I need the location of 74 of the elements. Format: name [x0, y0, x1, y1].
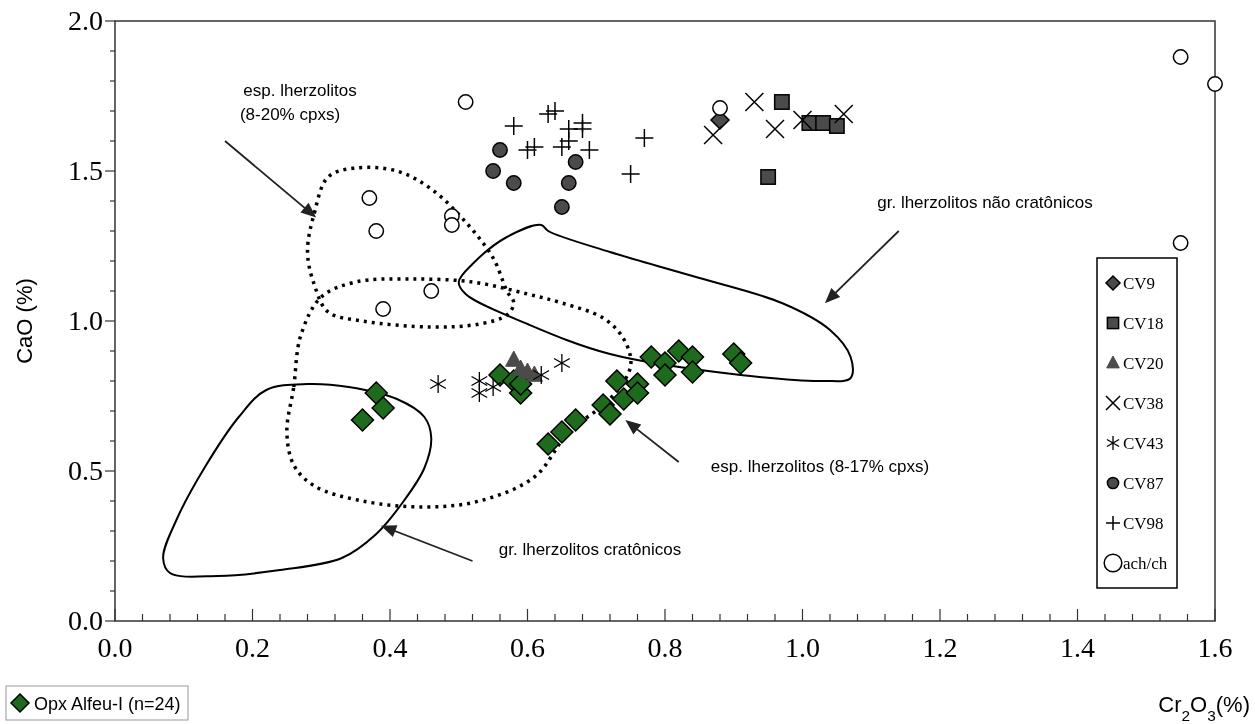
legend-label: Opx Alfeu-I (n=24) — [34, 694, 181, 714]
point — [579, 140, 600, 160]
y-tick-label: 1.5 — [68, 155, 103, 186]
point — [703, 125, 723, 145]
point — [524, 137, 545, 157]
point — [828, 118, 845, 134]
point — [634, 128, 655, 148]
point — [1207, 76, 1223, 92]
point — [834, 104, 854, 124]
point — [653, 363, 677, 387]
y-tick-label: 1.0 — [68, 305, 103, 336]
point — [728, 351, 753, 375]
x-tick-label: 1.0 — [785, 632, 820, 663]
point — [371, 396, 395, 420]
point — [605, 369, 629, 393]
point — [423, 283, 440, 299]
point — [484, 377, 502, 397]
point — [815, 115, 832, 131]
legend-label: CV87 — [1123, 474, 1165, 493]
point — [457, 94, 474, 110]
point — [773, 94, 790, 110]
point — [563, 408, 588, 432]
y-tick-label: 0.5 — [68, 455, 103, 486]
point — [485, 163, 502, 179]
point — [765, 119, 785, 139]
point — [492, 142, 508, 158]
point — [560, 175, 577, 191]
point — [712, 100, 728, 116]
x-tick-label: 1.6 — [1197, 632, 1233, 663]
legend-label: CV38 — [1123, 394, 1164, 413]
point — [550, 420, 574, 444]
x-tick-label: 1.4 — [1060, 632, 1095, 663]
point — [598, 402, 622, 426]
point — [350, 408, 375, 432]
legend-label: CV9 — [1123, 274, 1156, 293]
point — [429, 374, 447, 394]
legend-label: CV43 — [1123, 434, 1164, 453]
x-tick-label: 1.2 — [922, 632, 958, 663]
annotation: gr. lherzolitos cratônicos — [498, 540, 682, 559]
x-tick-label: 0.4 — [372, 632, 408, 663]
point — [364, 381, 388, 405]
legend-label: CV98 — [1123, 514, 1164, 533]
point — [553, 353, 571, 373]
legend-label: CV18 — [1123, 314, 1164, 333]
point — [1172, 49, 1189, 65]
point — [368, 223, 385, 239]
x-tick-label: 0.2 — [235, 632, 270, 663]
x-tick-label: 0.8 — [647, 632, 683, 663]
legend-label: CV20 — [1123, 354, 1164, 373]
point — [375, 301, 392, 317]
point — [792, 110, 813, 130]
annotation: esp. lherzolitos (8-17% cpxs) — [710, 457, 930, 476]
point — [505, 175, 522, 191]
x-axis-title: Cr$_{2}$O$_{3}$(%) — [1158, 692, 1250, 724]
x-tick-label: 0.6 — [510, 632, 545, 663]
point — [443, 217, 460, 233]
annotation: esp. lherzolitos (8-20% cpxs) — [239, 81, 357, 124]
y-axis-title: CaO (%) — [12, 278, 37, 364]
point — [532, 365, 550, 385]
point — [744, 92, 765, 112]
point — [680, 360, 705, 384]
point — [553, 199, 570, 215]
point — [517, 140, 538, 160]
y-tick-label: 2.0 — [68, 5, 103, 36]
point — [625, 381, 650, 405]
point — [620, 164, 641, 184]
annotation: gr. lherzolitos não cratônicos — [877, 193, 1093, 212]
legend-label: ach/ch — [1123, 554, 1168, 573]
point — [470, 383, 488, 403]
point — [536, 432, 560, 456]
point — [760, 169, 777, 185]
point — [1172, 235, 1189, 251]
point — [567, 154, 584, 170]
point — [361, 190, 378, 206]
